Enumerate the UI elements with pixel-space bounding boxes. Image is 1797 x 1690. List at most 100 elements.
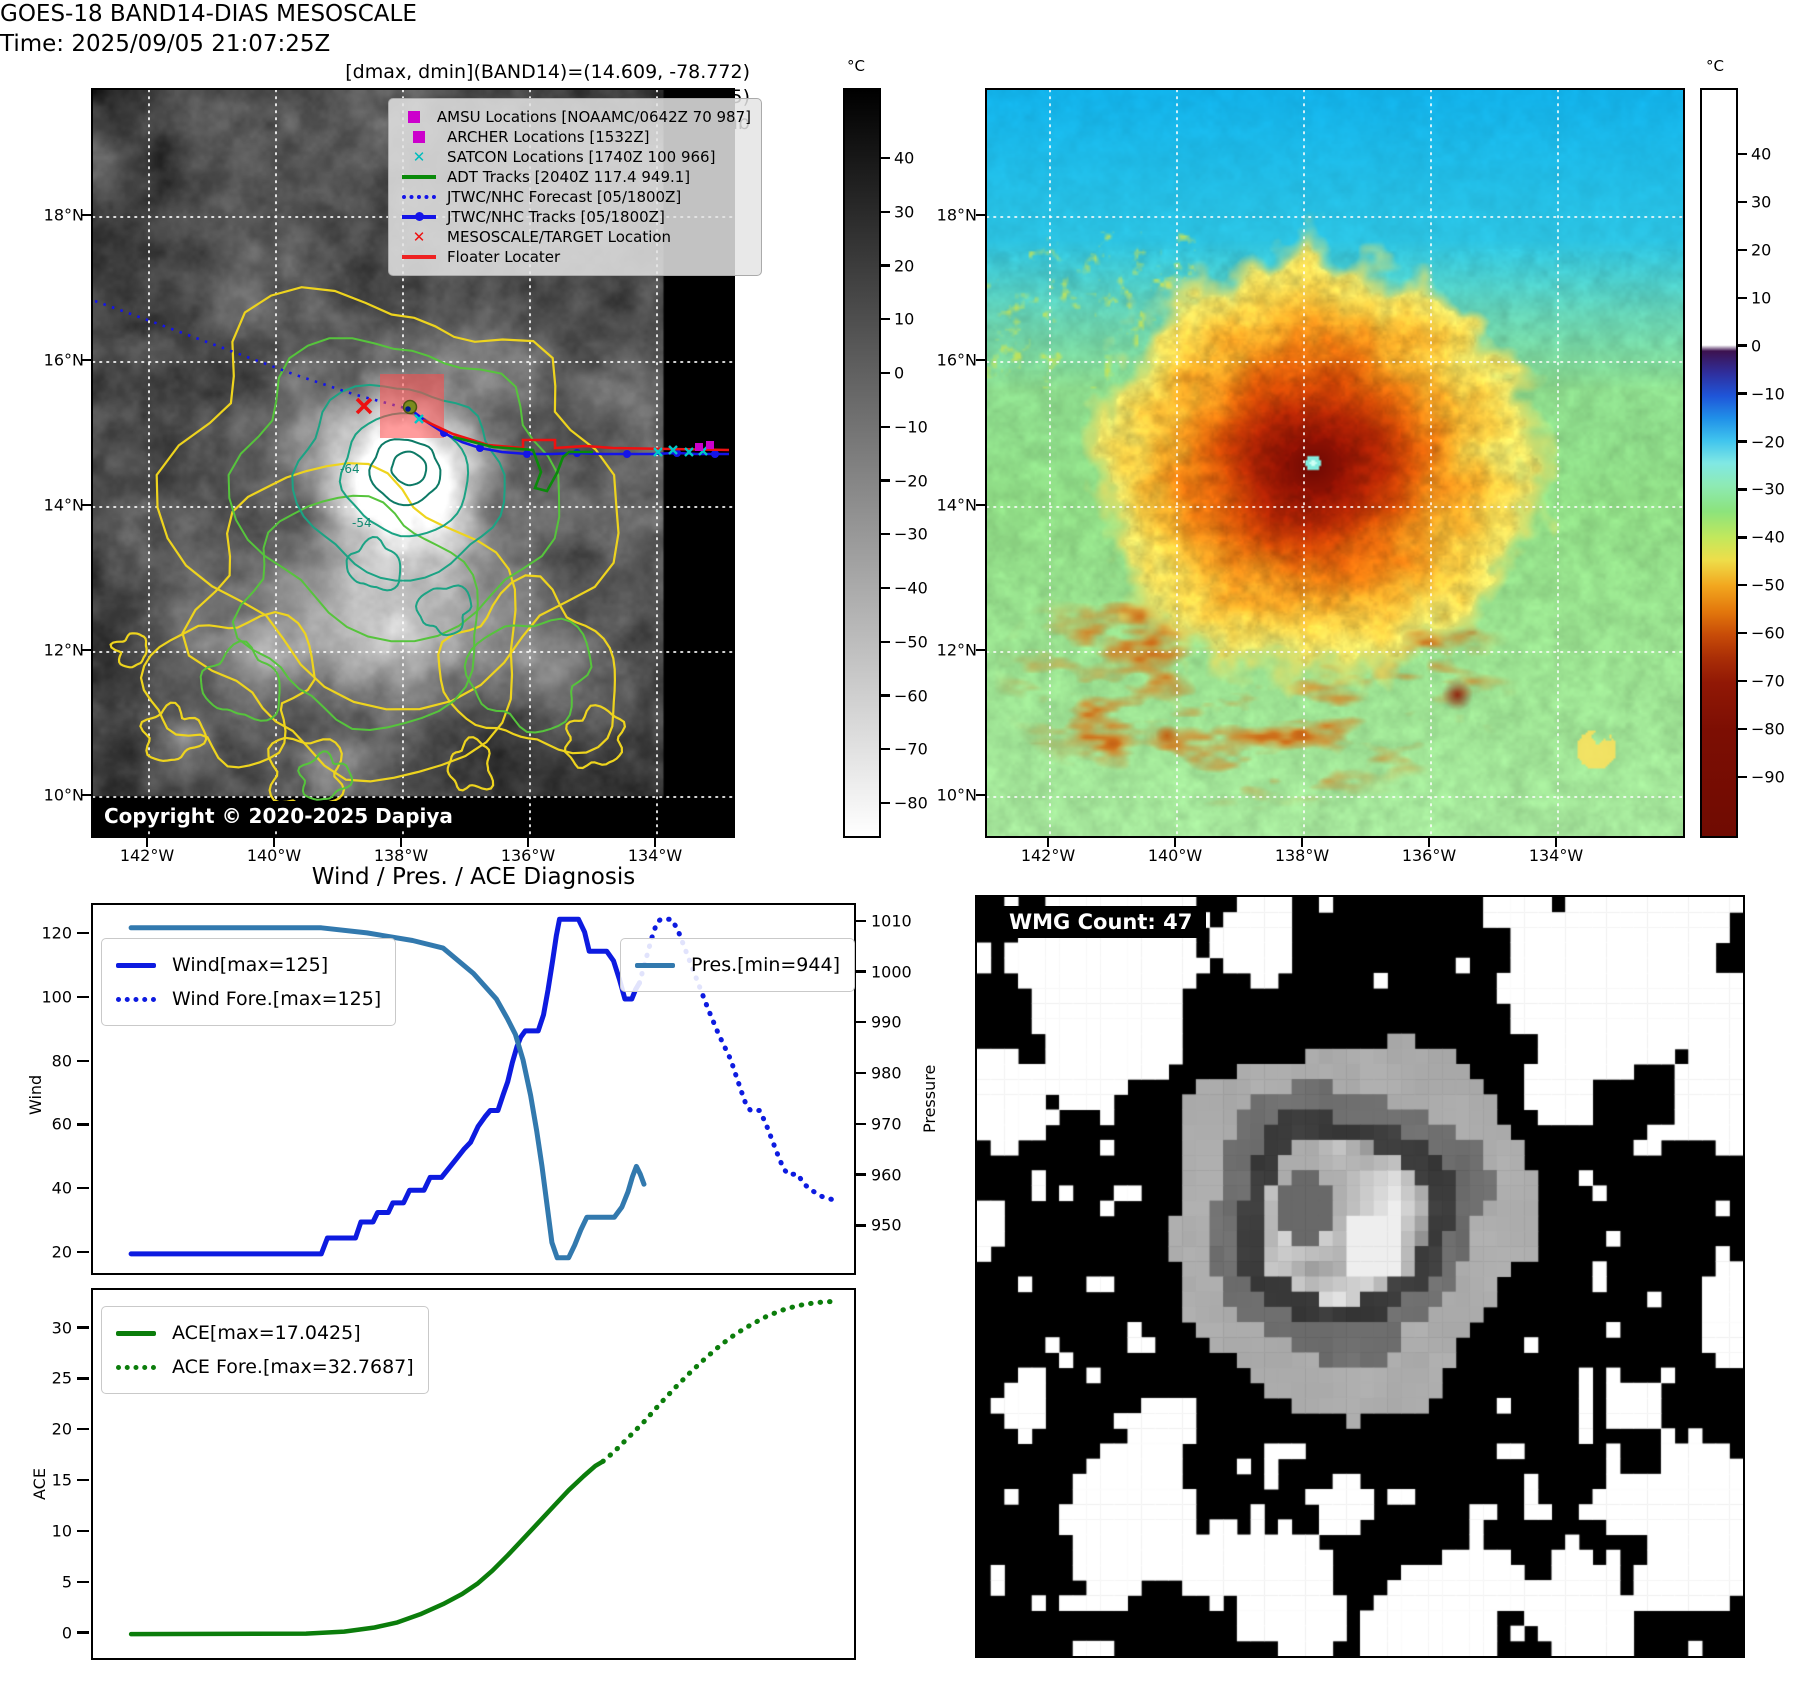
map-legend-item: ✕ MESOSCALE/TARGET Location bbox=[399, 227, 751, 247]
wind-pressure-series bbox=[128, 916, 836, 1261]
ir-contour bbox=[139, 701, 208, 763]
colorbar-tick-label: −60 bbox=[1751, 623, 1785, 643]
axis-tick bbox=[881, 748, 890, 751]
y-tick-label: 25 bbox=[51, 1368, 72, 1388]
series-solid bbox=[128, 916, 642, 1257]
series-dotted bbox=[636, 916, 836, 1203]
pressure-legend: Pres.[min=944] bbox=[620, 938, 855, 992]
lat-tick-label: 18°N bbox=[43, 205, 84, 225]
ir-contour bbox=[463, 617, 593, 734]
ace-axis-label: ACE bbox=[30, 1468, 49, 1500]
colorbar-tick-label: −70 bbox=[894, 739, 928, 759]
colorbar-tick-label: −10 bbox=[1751, 384, 1785, 404]
map-legend-label: ARCHER Locations [1532Z] bbox=[447, 128, 650, 146]
line-icon bbox=[635, 962, 681, 968]
colorbar-tick-label: −30 bbox=[1751, 479, 1785, 499]
colorbar-tick-label: 30 bbox=[1751, 192, 1772, 212]
axis-tick bbox=[881, 318, 890, 321]
y-tick-label: 10 bbox=[51, 1521, 72, 1541]
legend-label: ACE Fore.[max=32.7687] bbox=[172, 1356, 414, 1378]
axis-tick bbox=[77, 1123, 89, 1126]
y-tick-label: 15 bbox=[51, 1470, 72, 1490]
y-tick-label: 0 bbox=[61, 1623, 72, 1643]
lon-tick-label: 134°W bbox=[627, 846, 683, 865]
dotted-line-icon bbox=[116, 1364, 162, 1370]
lat-tick-label: 16°N bbox=[43, 350, 84, 370]
lat-tick-label: 16°N bbox=[936, 350, 977, 370]
y-tick-label: 20 bbox=[51, 1419, 72, 1439]
ir-colorbar bbox=[843, 88, 881, 838]
colorbar-tick-label: 40 bbox=[1751, 144, 1772, 164]
axis-tick bbox=[77, 1478, 89, 1482]
ir-contour bbox=[109, 632, 148, 669]
colorbar-tick-label: −70 bbox=[1751, 671, 1785, 691]
y-tick-label: 60 bbox=[51, 1114, 72, 1134]
axis-tick bbox=[272, 838, 276, 847]
ir-contour bbox=[345, 535, 402, 592]
wmg-panel: WMG Count: 47 bbox=[975, 895, 1745, 1658]
axis-tick bbox=[881, 694, 890, 697]
axis-tick bbox=[881, 425, 890, 428]
ir-contour bbox=[414, 584, 473, 637]
y-tick-label: 30 bbox=[51, 1318, 72, 1338]
axis-tick bbox=[82, 358, 91, 362]
lat-tick-label: 10°N bbox=[936, 785, 977, 805]
series-dotted bbox=[600, 1299, 838, 1464]
map-legend-item: Floater Locater bbox=[399, 247, 751, 267]
map-legend-item: ADT Tracks [2040Z 117.4 949.1] bbox=[399, 167, 751, 187]
axis-tick bbox=[77, 1377, 89, 1380]
y-tick-label: 100 bbox=[41, 987, 72, 1007]
colorbar-unit-left: °C bbox=[847, 57, 865, 75]
adt-track-line bbox=[452, 435, 593, 493]
map-legend-item: AMSU Locations [NOAAMC/0642Z 70 987] bbox=[399, 107, 751, 127]
ace-legend: ACE[max=17.0425] ACE Fore.[max=32.7687] bbox=[101, 1306, 429, 1394]
lon-tick-label: 140°W bbox=[1147, 846, 1203, 865]
legend-label: Wind[max=125] bbox=[172, 954, 329, 976]
y-tick-label: 120 bbox=[41, 923, 72, 943]
axis-tick bbox=[399, 838, 403, 847]
colorbar-tick-label: −80 bbox=[894, 793, 928, 813]
map-legend-label: Floater Locater bbox=[447, 248, 561, 266]
dotted-line-icon bbox=[116, 996, 162, 1002]
line-icon bbox=[116, 962, 162, 968]
map-legend-label: SATCON Locations [1740Z 100 966] bbox=[447, 148, 716, 166]
storm-center-marker bbox=[402, 399, 418, 415]
y2-tick-label: 950 bbox=[871, 1215, 902, 1235]
colorbar-tick-label: 20 bbox=[894, 256, 915, 275]
map-legend-item: JTWC/NHC Forecast [05/1800Z] bbox=[399, 187, 751, 207]
legend-item: ACE[max=17.0425] bbox=[116, 1316, 414, 1350]
lat-tick-label: 14°N bbox=[936, 495, 977, 515]
y2-tick-label: 970 bbox=[871, 1114, 902, 1134]
axis-tick bbox=[854, 1021, 866, 1024]
colorbar-unit-right: °C bbox=[1706, 57, 1724, 75]
axis-tick bbox=[1738, 584, 1747, 587]
y-tick-label: 40 bbox=[51, 1178, 72, 1198]
axis-tick bbox=[881, 264, 890, 267]
ir-contour bbox=[390, 450, 428, 487]
axis-tick bbox=[1173, 838, 1177, 847]
axis-tick bbox=[1738, 200, 1747, 204]
map-legend-item: ARCHER Locations [1532Z] bbox=[399, 127, 751, 147]
ir-map-overlay bbox=[93, 90, 733, 836]
colorbar-tick-label: −40 bbox=[1751, 527, 1785, 547]
line-icon bbox=[399, 175, 439, 179]
wind-legend: Wind[max=125] Wind Fore.[max=125] bbox=[101, 938, 397, 1026]
colorbar-tick-label: −80 bbox=[1751, 719, 1785, 739]
jtwc-track-point bbox=[523, 450, 531, 458]
contour-label: -64 bbox=[340, 462, 360, 476]
axis-tick bbox=[82, 793, 91, 797]
square-icon bbox=[399, 111, 429, 123]
axis-tick bbox=[881, 533, 890, 536]
axis-tick bbox=[77, 1059, 89, 1062]
lat-tick-label: 10°N bbox=[43, 785, 84, 805]
axis-tick bbox=[881, 586, 890, 590]
axis-tick bbox=[976, 358, 985, 362]
axis-tick bbox=[854, 1122, 866, 1125]
colorbar-tick-label: 10 bbox=[1751, 288, 1772, 308]
colorbar-tick-label: −50 bbox=[894, 632, 928, 652]
lon-tick-label: 142°W bbox=[1020, 846, 1076, 865]
page-title: GOES-18 BAND14-DIAS MESOSCALE Time: 2025… bbox=[0, 0, 1797, 60]
line-icon bbox=[116, 1330, 162, 1336]
axis-tick bbox=[1738, 440, 1747, 443]
square-icon bbox=[399, 131, 439, 143]
